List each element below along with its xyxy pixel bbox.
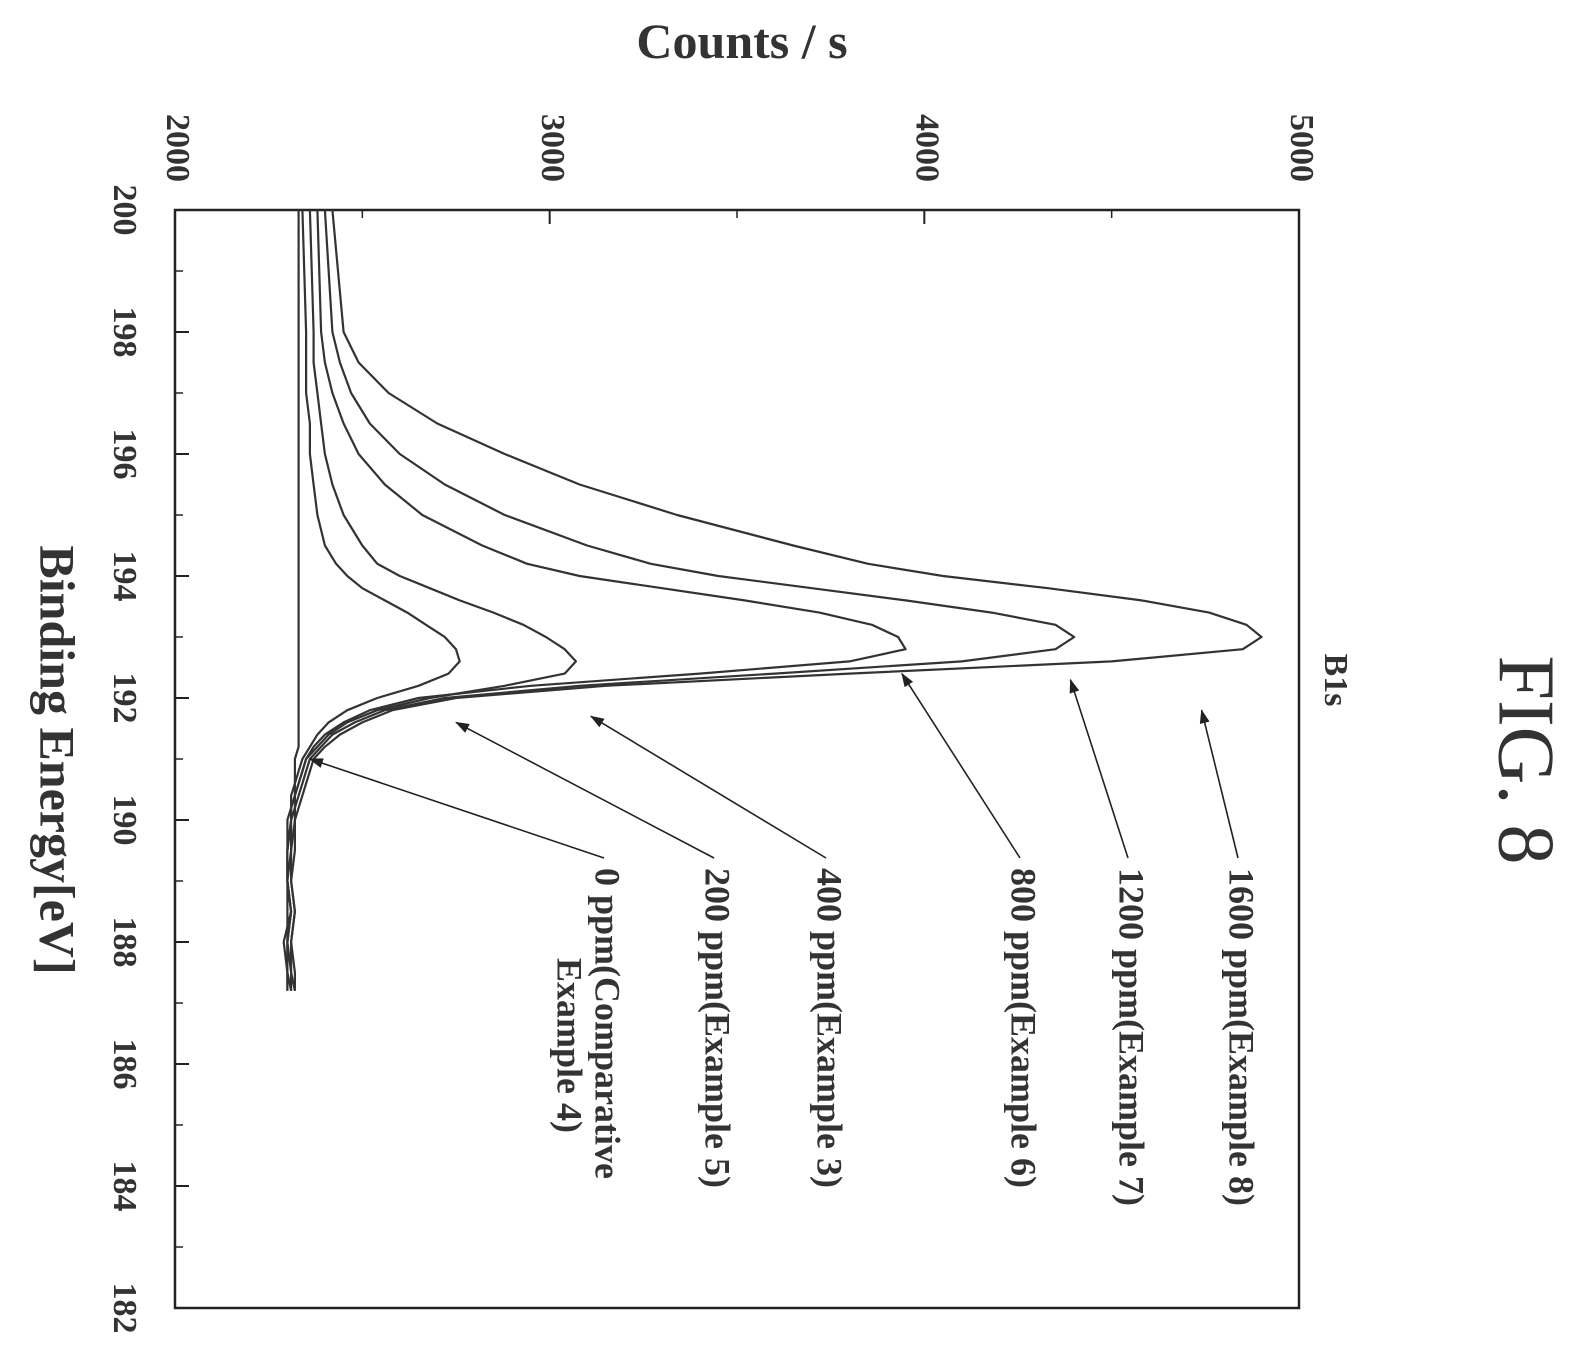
annotation-label: Example 4) (550, 958, 590, 1133)
tick-layer: 200 198 196 194 192 190 188 186 184 182 2000 3000 40… (106, 114, 1320, 1334)
annotation-layer: 1600 ppm(Example 8) 1200 ppm(Example 7) 80… (308, 672, 1262, 1206)
peak-label: B1s (1317, 654, 1354, 707)
x-tick-label: 198 (106, 307, 143, 358)
x-tick-label: 194 (106, 551, 143, 602)
x-tick-label: 196 (106, 429, 143, 480)
x-tick-label: 182 (106, 1283, 143, 1334)
x-axis-title: Binding Energy[eV] (30, 545, 86, 974)
annotation-arrow (590, 715, 827, 859)
series-layer (282, 209, 1263, 992)
y-tick-label: 3000 (534, 114, 571, 182)
x-tick-label: 190 (106, 795, 143, 846)
series-line-4 (282, 209, 461, 991)
annotation-label: 1200 ppm(Example 7) (1112, 868, 1152, 1206)
annotation-arrow (308, 758, 605, 859)
x-tick-label: 192 (106, 673, 143, 724)
series-line-3 (286, 209, 578, 992)
series-line-5 (286, 210, 300, 991)
x-tick-label: 188 (106, 917, 143, 968)
x-tick-label: 200 (106, 185, 143, 236)
y-tick-label: 5000 (1283, 114, 1320, 182)
annotation-label: 400 ppm(Example 3) (810, 868, 850, 1188)
annotation-arrow (455, 721, 715, 859)
annotation-label: 1600 ppm(Example 8) (1222, 868, 1262, 1206)
y-tick-label: 2000 (159, 114, 196, 182)
figure-label: FIG. 8 (1482, 656, 1570, 865)
series-line-1 (290, 209, 1076, 992)
x-tick-label: 186 (106, 1039, 143, 1090)
annotation-label: 800 ppm(Example 6) (1004, 868, 1044, 1188)
annotation-label: 200 ppm(Example 5) (698, 868, 738, 1188)
y-tick-label: 4000 (909, 114, 946, 182)
annotation-arrow (901, 672, 1021, 859)
annotation-arrow (1199, 709, 1239, 859)
annotation-arrow (1069, 678, 1129, 859)
x-tick-label: 184 (106, 1161, 143, 1212)
annotation-label: 0 ppm(Comparative (588, 868, 628, 1179)
y-axis-title: Counts / s (636, 13, 847, 69)
